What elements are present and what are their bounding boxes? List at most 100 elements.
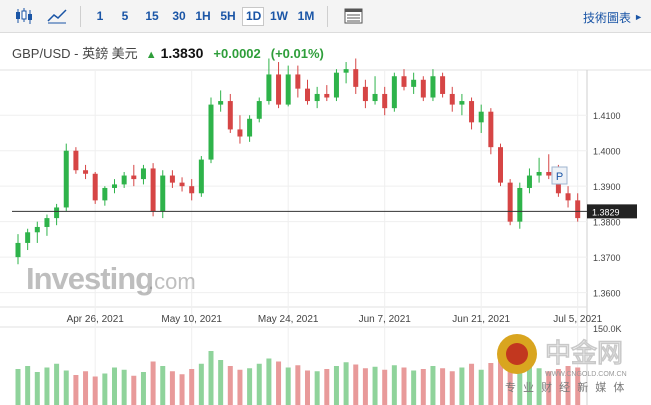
- investing-logo: Investing: [26, 261, 153, 296]
- volume-bar: [227, 366, 233, 405]
- candle-body: [449, 93, 455, 105]
- candle-body: [121, 175, 127, 185]
- volume-bars: [15, 351, 581, 405]
- volume-bar: [382, 369, 388, 405]
- candle-body: [546, 171, 552, 176]
- x-tick-label: May 10, 2021: [161, 314, 222, 325]
- volume-bar: [507, 355, 513, 405]
- volume-bar: [343, 362, 349, 405]
- volume-axis-label: 150.0K: [593, 324, 622, 334]
- period-15-button[interactable]: 15: [145, 9, 159, 23]
- period-1-button[interactable]: 1: [96, 9, 104, 23]
- volume-bar: [478, 369, 484, 405]
- volume-bar: [169, 371, 175, 405]
- price-change-percent: (+0.01%): [270, 46, 324, 61]
- candlestick-icon[interactable]: [13, 6, 35, 26]
- volume-bar: [54, 363, 60, 405]
- technical-chart-link[interactable]: 技術圖表: [582, 11, 631, 25]
- p-marker-box: [551, 166, 568, 185]
- investing-logo-domain: .com: [148, 269, 196, 294]
- volume-bar: [295, 365, 301, 405]
- volume-bar: [150, 361, 156, 405]
- volume-bar: [517, 361, 523, 405]
- volume-bar: [198, 363, 204, 405]
- volume-bar: [488, 363, 494, 405]
- candle-body: [555, 175, 561, 194]
- candle-body: [92, 173, 98, 201]
- price-change: +0.0002: [213, 46, 261, 61]
- candle-body: [285, 74, 291, 105]
- volume-bar: [565, 366, 571, 405]
- volume-bar: [247, 368, 253, 405]
- candle-body: [507, 182, 513, 222]
- candle-body: [247, 118, 253, 137]
- toolbar-divider: [327, 6, 328, 27]
- candle-body: [266, 74, 272, 102]
- last-price: 1.3830: [160, 45, 204, 61]
- volume-bar: [314, 371, 320, 405]
- volume-bar: [102, 373, 108, 405]
- cngold-logo-inner: [506, 343, 528, 365]
- candle-body: [73, 150, 79, 171]
- period-30-button[interactable]: 30: [172, 9, 186, 23]
- volume-bar: [73, 375, 79, 405]
- x-tick-label: Jul 5, 2021: [553, 314, 602, 325]
- candle-body: [189, 186, 195, 194]
- volume-bar: [391, 365, 397, 405]
- y-tick-label: 1.3600: [593, 289, 621, 299]
- table-view-icon[interactable]: [343, 6, 365, 26]
- volume-bar: [469, 363, 475, 405]
- volume-bar: [237, 369, 243, 405]
- volume-bar: [420, 369, 426, 405]
- toolbar-divider: [80, 6, 81, 27]
- candle-body: [102, 187, 108, 201]
- candle-body: [401, 76, 407, 87]
- period-1m-button[interactable]: 1M: [297, 9, 315, 23]
- volume-bar: [276, 361, 282, 405]
- candle-body: [276, 74, 282, 105]
- candle-body: [333, 72, 339, 98]
- candle-body: [25, 232, 31, 243]
- period-1w-button[interactable]: 1W: [270, 9, 288, 23]
- candle-body: [160, 175, 166, 212]
- candle-body: [15, 242, 21, 258]
- volume-bar: [372, 366, 378, 405]
- volume-bar: [266, 358, 272, 405]
- area-chart-icon[interactable]: [46, 6, 68, 26]
- volume-bar: [459, 367, 465, 405]
- volume-bar: [131, 375, 137, 405]
- candlesticks: [15, 58, 581, 265]
- volume-bar: [160, 366, 166, 405]
- candle-body: [314, 93, 320, 102]
- x-tick-label: Jun 7, 2021: [359, 314, 412, 325]
- candle-body: [305, 88, 310, 102]
- x-tick-label: May 24, 2021: [258, 314, 319, 325]
- period-5-button[interactable]: 5: [121, 9, 129, 23]
- date-axis: Apr 26, 2021 May 10, 2021 May 24, 2021 Jun …: [67, 314, 603, 325]
- candle-body: [131, 175, 137, 180]
- volume-bar: [555, 369, 561, 405]
- candle-body: [488, 111, 494, 148]
- period-1h-button[interactable]: 1H: [195, 9, 211, 23]
- volume-bar: [208, 351, 214, 405]
- volume-bar: [83, 371, 89, 405]
- volume-bar: [63, 370, 69, 405]
- candle-body: [208, 104, 214, 160]
- candle-body: [218, 101, 224, 105]
- candle-body: [140, 168, 146, 180]
- y-tick-label: 1.4000: [593, 147, 621, 157]
- candle-body: [430, 76, 436, 98]
- chart-toolbar: 1 5 15 30 1H 5H 1D 1W 1M 技術圖表 ►: [0, 0, 651, 33]
- period-1d-button[interactable]: 1D: [242, 7, 264, 26]
- candle-body: [575, 200, 581, 219]
- candle-body: [343, 69, 349, 73]
- volume-bar: [324, 369, 330, 405]
- volume-bar: [112, 367, 117, 405]
- period-5h-button[interactable]: 5H: [220, 9, 236, 23]
- candle-body: [498, 147, 503, 183]
- candle-body: [44, 218, 50, 227]
- y-tick-label: 1.3900: [593, 182, 621, 192]
- volume-bar: [546, 371, 552, 405]
- candle-body: [478, 111, 484, 123]
- current-price-label: 1.3829: [592, 207, 620, 217]
